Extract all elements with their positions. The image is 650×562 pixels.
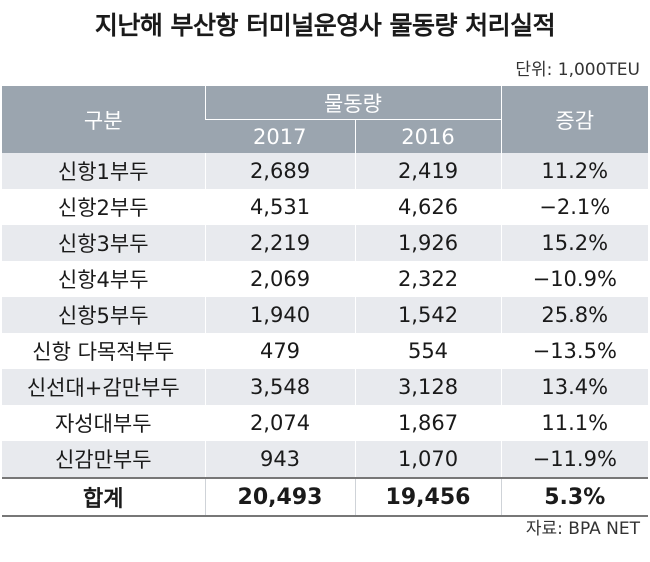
cell-2016: 4,626 [354, 189, 501, 225]
table-row: 신항5부두 1,940 1,542 25.8% [2, 297, 648, 333]
cell-2017: 2,069 [204, 261, 355, 297]
cell-name: 신감만부두 [2, 441, 205, 478]
header-2016: 2016 [354, 119, 501, 153]
table-row: 신항1부두 2,689 2,419 11.2% [2, 153, 648, 189]
cell-name: 신항 다목적부두 [2, 333, 205, 369]
cell-name: 신항5부두 [2, 297, 205, 333]
cell-2016: 2,419 [354, 153, 501, 189]
table-row: 신선대+감만부두 3,548 3,128 13.4% [2, 369, 648, 405]
cell-2017: 1,940 [204, 297, 355, 333]
table-row: 자성대부두 2,074 1,867 11.1% [2, 405, 648, 441]
header-volume: 물동량 [204, 86, 501, 120]
table-row: 신항3부두 2,219 1,926 15.2% [2, 225, 648, 261]
cell-change: −13.5% [500, 333, 648, 369]
total-cell-name: 합계 [2, 477, 205, 517]
cell-name: 신항4부두 [2, 261, 205, 297]
table-row: 신항2부두 4,531 4,626 −2.1% [2, 189, 648, 225]
total-row: 합계 20,493 19,456 5.3% [2, 477, 648, 517]
cell-2017: 943 [204, 441, 355, 478]
unit-label: 단위: 1,000TEU [515, 60, 640, 80]
cell-name: 신항2부두 [2, 189, 205, 225]
cell-name: 자성대부두 [2, 405, 205, 441]
cell-change: −11.9% [500, 441, 648, 478]
cell-2017: 2,689 [204, 153, 355, 189]
cell-2016: 2,322 [354, 261, 501, 297]
header-category: 구분 [2, 86, 205, 153]
header-change: 증감 [500, 86, 648, 153]
cell-change: 25.8% [500, 297, 648, 333]
cell-name: 신선대+감만부두 [2, 369, 205, 405]
cell-change: 11.1% [500, 405, 648, 441]
cell-2016: 1,926 [354, 225, 501, 261]
cell-2016: 3,128 [354, 369, 501, 405]
table-row: 신항4부두 2,069 2,322 −10.9% [2, 261, 648, 297]
cell-change: 11.2% [500, 153, 648, 189]
cell-2017: 2,219 [204, 225, 355, 261]
total-cell-2016: 19,456 [354, 477, 501, 517]
cell-2016: 554 [354, 333, 501, 369]
total-cell-2017: 20,493 [204, 477, 355, 517]
cell-2017: 2,074 [204, 405, 355, 441]
cell-change: 13.4% [500, 369, 648, 405]
cell-2016: 1,070 [354, 441, 501, 478]
cell-change: 15.2% [500, 225, 648, 261]
header-2017: 2017 [205, 119, 355, 153]
cell-name: 신항3부두 [2, 225, 205, 261]
cell-change: −2.1% [500, 189, 648, 225]
table-row: 신감만부두 943 1,070 −11.9% [2, 441, 648, 478]
cell-2017: 4,531 [204, 189, 355, 225]
throughput-table: 구분 물동량 증감 2017 2016 신항1부두 2,689 2,419 11.2%… [2, 86, 648, 517]
cell-2016: 1,867 [354, 405, 501, 441]
total-cell-change: 5.3% [500, 477, 648, 517]
table-row: 신항 다목적부두 479 554 −13.5% [2, 333, 648, 369]
cell-2016: 1,542 [354, 297, 501, 333]
table-title: 지난해 부산항 터미널운영사 물동량 처리실적 [94, 11, 556, 40]
cell-change: −10.9% [500, 261, 648, 297]
source-label: 자료: BPA NET [525, 519, 640, 539]
cell-2017: 479 [204, 333, 355, 369]
cell-2017: 3,548 [204, 369, 355, 405]
cell-name: 신항1부두 [2, 153, 205, 189]
